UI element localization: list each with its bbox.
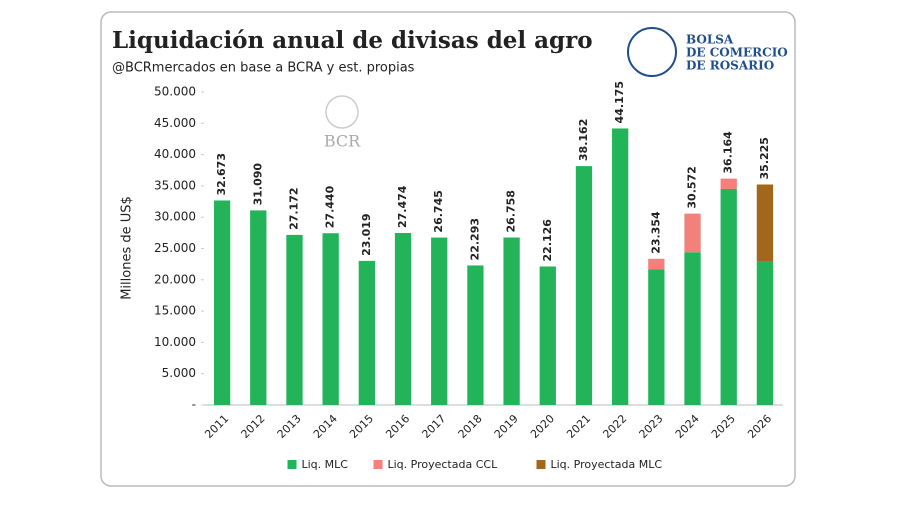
legend-label: Liq. Proyectada CCL — [388, 458, 499, 471]
y-axis-label: Millones de US$ — [120, 196, 135, 300]
watermark-emblem — [325, 95, 359, 129]
bar-segment — [394, 233, 412, 405]
bar-segment — [612, 128, 629, 406]
legend-label: Liq. MLC — [302, 458, 349, 471]
bar-segment — [467, 265, 484, 405]
logo-line: DE ROSARIO — [686, 59, 774, 73]
total-label: 27.172 — [287, 187, 300, 229]
bar-segment — [250, 210, 267, 405]
bar-segment — [358, 260, 375, 405]
total-label: 35.225 — [758, 137, 771, 179]
y-tick-label: 35.000 — [154, 178, 196, 192]
total-label: 31.090 — [251, 163, 264, 206]
bar-segment — [720, 178, 737, 190]
bar-segment — [684, 252, 701, 405]
total-label: 36.164 — [722, 131, 735, 174]
bar-segment — [503, 237, 520, 405]
watermark: BCR — [324, 132, 361, 151]
bar-segment — [286, 234, 303, 405]
y-tick-label: 15.000 — [154, 304, 196, 318]
total-label: 30.572 — [686, 166, 699, 208]
y-tick-label: 50.000 — [154, 85, 196, 99]
legend-swatch — [287, 460, 297, 469]
logo-line: BOLSA — [686, 33, 734, 47]
y-tick-label: - — [192, 398, 196, 412]
y-tick-label: 20.000 — [154, 272, 196, 286]
legend-swatch — [373, 460, 383, 469]
y-tick-label: 25.000 — [154, 241, 196, 255]
total-label: 23.019 — [360, 213, 373, 255]
total-label: 32.673 — [215, 153, 228, 195]
bar-segment — [648, 258, 665, 270]
bar-segment — [575, 166, 593, 405]
total-label: 26.758 — [505, 190, 518, 232]
bar-segment — [322, 233, 339, 405]
legend-swatch — [536, 460, 546, 469]
total-label: 38.162 — [577, 119, 590, 161]
bar-segment — [431, 237, 448, 405]
logo-line: DE COMERCIO — [686, 46, 788, 60]
legend-label: Liq. Proyectada MLC — [551, 458, 663, 471]
bar-segment — [720, 189, 737, 405]
y-tick-label: 45.000 — [154, 116, 196, 130]
total-label: 44.175 — [613, 81, 626, 123]
total-label: 23.354 — [649, 211, 662, 254]
y-tick-label: 5.000 — [162, 366, 196, 380]
logo-emblem — [627, 27, 677, 77]
total-label: 22.293 — [468, 218, 481, 260]
chart-title: Liquidación anual de divisas del agro — [112, 27, 593, 54]
bar-segment — [213, 200, 231, 405]
total-label: 22.126 — [541, 219, 554, 262]
chart-subtitle: @BCRmercados en base a BCRA y est. propi… — [112, 61, 415, 76]
y-tick-label: 30.000 — [154, 210, 196, 224]
total-label: 27.440 — [324, 185, 337, 228]
y-tick-label: 40.000 — [154, 147, 196, 161]
bar-segment — [756, 261, 774, 405]
bar-segment — [648, 269, 665, 405]
bar-segment — [539, 266, 556, 405]
y-tick-label: 10.000 — [154, 335, 196, 349]
total-label: 27.474 — [396, 185, 409, 228]
bar-segment — [756, 184, 774, 262]
bar-segment — [684, 213, 701, 253]
total-label: 26.745 — [432, 190, 445, 232]
